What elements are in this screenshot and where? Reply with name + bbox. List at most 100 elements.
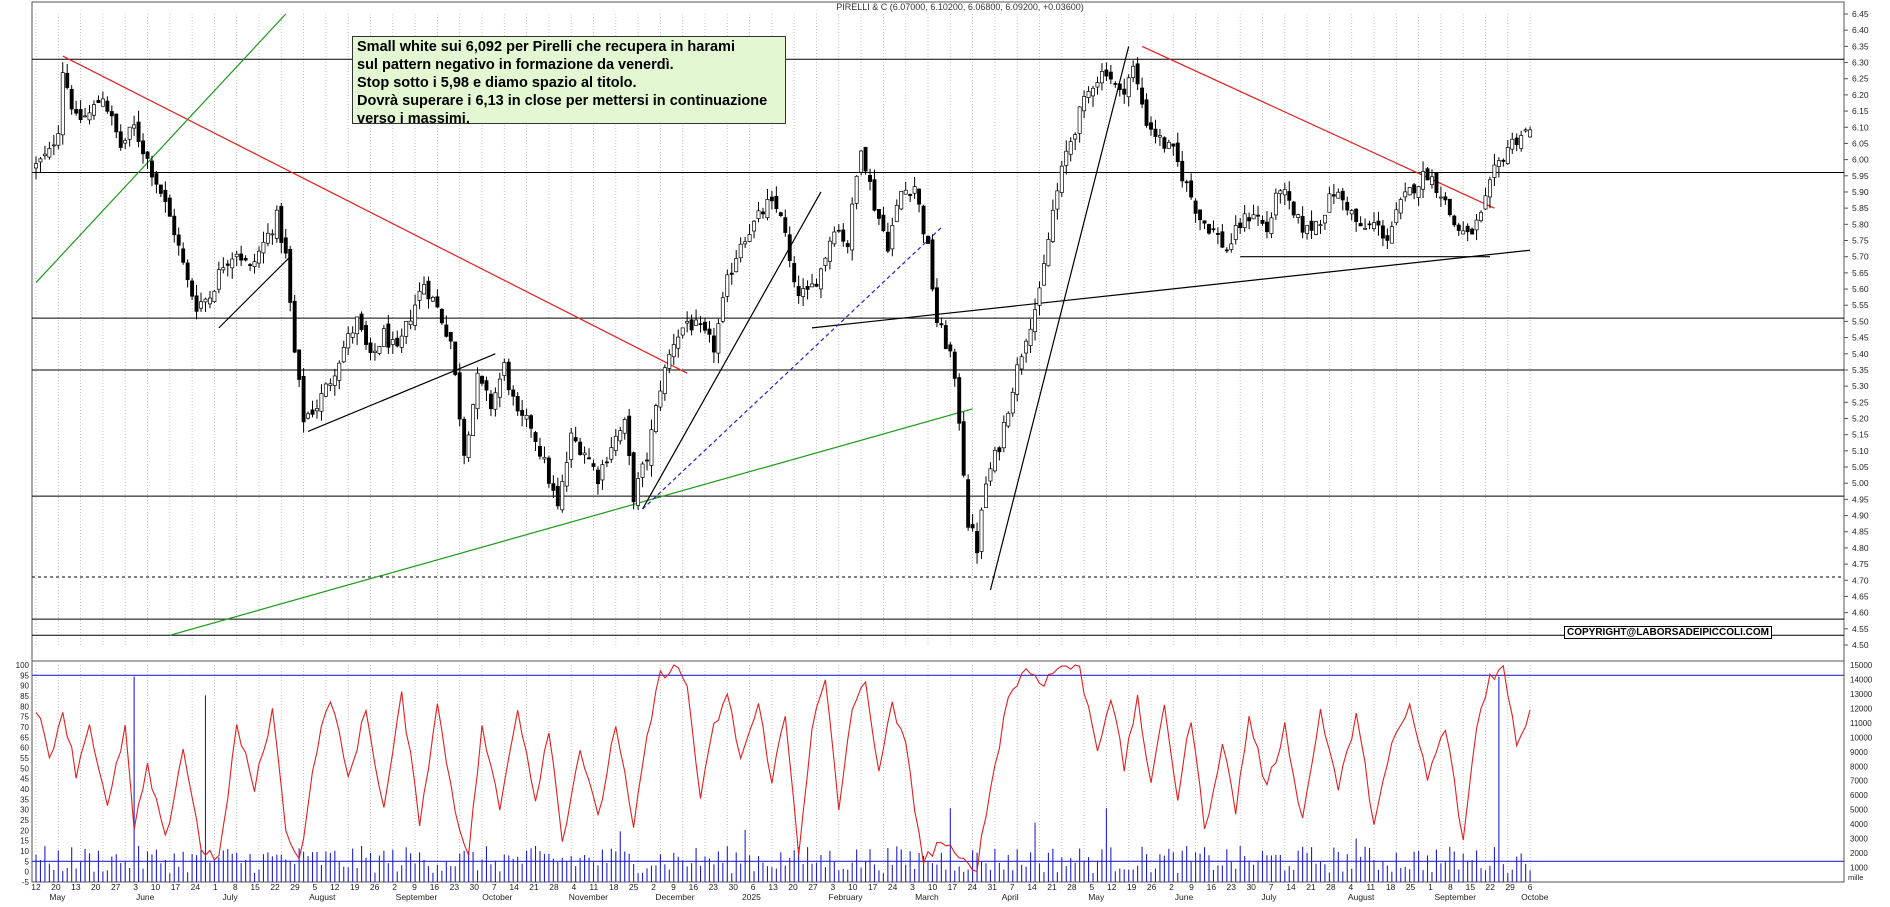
candle-body bbox=[573, 437, 578, 442]
price-tick-label: 4.90 bbox=[1852, 511, 1869, 521]
volume-tick-label: 7000 bbox=[1850, 777, 1868, 786]
candle-body bbox=[310, 409, 315, 415]
candle-body bbox=[1238, 222, 1243, 229]
x-day-label: 22 bbox=[1486, 882, 1496, 892]
x-day-label: 14 bbox=[1286, 882, 1296, 892]
candle-body bbox=[1207, 224, 1211, 234]
price-tick-label: 5.95 bbox=[1852, 171, 1869, 181]
candle-body bbox=[1144, 99, 1149, 126]
candle-body bbox=[1291, 201, 1296, 216]
candle-body bbox=[1461, 230, 1466, 235]
candle-body bbox=[158, 184, 163, 194]
trendline bbox=[307, 353, 496, 432]
candle-body bbox=[1483, 195, 1488, 210]
price-tick-label: 5.15 bbox=[1852, 430, 1869, 440]
candle-body bbox=[1479, 212, 1483, 222]
candle-body bbox=[1407, 187, 1412, 196]
trendline bbox=[218, 256, 291, 329]
x-month-label: December bbox=[655, 892, 694, 902]
candle-body bbox=[462, 418, 467, 456]
candle-body bbox=[1104, 69, 1109, 77]
candle-body bbox=[404, 320, 409, 337]
candle-body bbox=[118, 131, 123, 148]
x-month-label: 2025 bbox=[742, 892, 761, 902]
candle-body bbox=[484, 380, 489, 391]
copyright-watermark: COPYRIGHT@LABORSADEIPICCOLI.COM bbox=[1564, 626, 1772, 639]
volume-tick-label: 2000 bbox=[1850, 849, 1868, 858]
candle-body bbox=[1193, 200, 1198, 214]
candle-body bbox=[1189, 180, 1194, 198]
x-day-label: 25 bbox=[629, 882, 639, 892]
candle-body bbox=[1037, 287, 1042, 306]
candle-body bbox=[1470, 228, 1475, 235]
candle-body bbox=[591, 463, 596, 467]
candle-body bbox=[1099, 71, 1104, 84]
candle-body bbox=[47, 148, 52, 158]
candle-body bbox=[832, 231, 837, 245]
candle-body bbox=[1175, 142, 1180, 163]
oscillator-tick-label: 75 bbox=[20, 713, 29, 722]
candle-body bbox=[1318, 224, 1323, 227]
oscillator-tick-label: 20 bbox=[20, 826, 29, 835]
candle-body bbox=[1171, 143, 1176, 147]
x-day-label: 4 bbox=[572, 882, 577, 892]
x-day-label: 30 bbox=[729, 882, 739, 892]
price-tick-label: 4.95 bbox=[1852, 494, 1869, 504]
oscillator-tick-label: 100 bbox=[16, 661, 30, 670]
vertical-gridlines bbox=[35, 14, 1531, 882]
note-line: Stop sotto i 5,98 e diamo spazio al tito… bbox=[357, 75, 637, 91]
candle-body bbox=[306, 413, 311, 419]
candle-body bbox=[319, 393, 324, 412]
candle-body bbox=[1372, 222, 1376, 229]
volume-tick-label: 9000 bbox=[1850, 748, 1868, 757]
candle-body bbox=[1434, 172, 1439, 194]
candle-body bbox=[756, 210, 761, 219]
candle-body bbox=[863, 146, 868, 172]
x-day-label: 23 bbox=[1227, 882, 1237, 892]
candle-body bbox=[1505, 147, 1510, 164]
candle-body bbox=[1465, 225, 1470, 233]
note-line: sul pattern negativo in formazione da ve… bbox=[357, 57, 674, 73]
x-day-label: 6 bbox=[751, 882, 756, 892]
candle-body bbox=[248, 264, 253, 266]
candle-body bbox=[114, 113, 119, 133]
candle-body bbox=[1001, 421, 1006, 449]
candle-body bbox=[1117, 83, 1122, 90]
panel-frames bbox=[31, 1, 1845, 883]
candle-body bbox=[747, 234, 752, 242]
x-day-label: 29 bbox=[290, 882, 300, 892]
candle-body bbox=[230, 258, 235, 269]
candle-body bbox=[381, 328, 386, 347]
candle-body bbox=[292, 300, 297, 353]
candle-body bbox=[1421, 171, 1426, 190]
candle-body bbox=[297, 349, 302, 380]
oscillator-tick-label: 65 bbox=[20, 733, 29, 742]
candle-body bbox=[127, 126, 132, 140]
candle-body bbox=[698, 323, 703, 325]
note-line: Dovrà superare i 6,13 in close per mette… bbox=[357, 93, 768, 109]
x-day-label: 20 bbox=[51, 882, 61, 892]
candle-body bbox=[51, 144, 56, 147]
candle-body bbox=[988, 468, 993, 482]
x-day-label: 11 bbox=[589, 882, 598, 892]
candle-body bbox=[1514, 137, 1519, 146]
oscillator-tick-label: 40 bbox=[20, 785, 29, 794]
x-day-label: 14 bbox=[1027, 882, 1037, 892]
candle-body bbox=[395, 337, 400, 347]
candle-body bbox=[787, 234, 792, 261]
price-tick-label: 4.75 bbox=[1852, 559, 1869, 569]
candle-body bbox=[917, 188, 922, 205]
x-day-label: 12 bbox=[330, 882, 340, 892]
candle-body bbox=[123, 140, 128, 144]
candle-body bbox=[444, 324, 449, 337]
candle-body bbox=[805, 286, 810, 290]
candle-body bbox=[542, 457, 547, 460]
x-day-label: 2 bbox=[392, 882, 397, 892]
volume-tick-label: 1000 bbox=[1850, 864, 1868, 873]
trendline bbox=[1141, 45, 1495, 209]
candle-body bbox=[622, 419, 627, 434]
x-day-label: 16 bbox=[430, 882, 440, 892]
price-tick-label: 6.30 bbox=[1852, 58, 1869, 68]
x-day-label: 19 bbox=[1127, 882, 1137, 892]
x-day-label: 23 bbox=[709, 882, 719, 892]
